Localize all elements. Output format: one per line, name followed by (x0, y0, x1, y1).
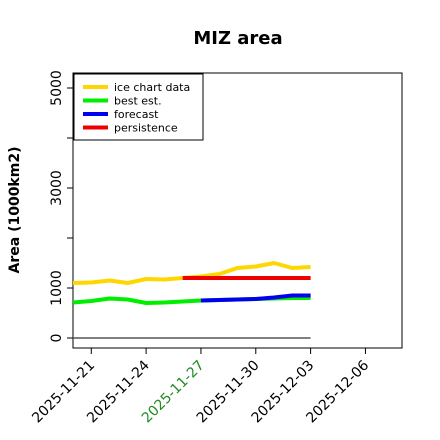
y-tick-label: 0 (49, 334, 65, 343)
legend-label: persistence (114, 122, 178, 135)
legend-label: best est. (114, 95, 162, 108)
series-lines (72, 261, 311, 339)
legend-label: forecast (114, 108, 159, 121)
y-axis: 0 1000 3000 5000 (49, 70, 73, 342)
y-tick-label: 3000 (49, 170, 65, 206)
legend-label: ice chart data (114, 81, 190, 94)
plot-frame (72, 72, 403, 349)
y-tick-label: 5000 (49, 70, 65, 106)
y-tick-label: 1000 (49, 270, 65, 306)
series-line-forecast (200, 293, 311, 303)
y-axis-label: Area (1000km2) (7, 147, 23, 274)
x-axis: 2025-11-212025-11-242025-11-272025-11-30… (29, 348, 372, 426)
chart-title: MIZ area (193, 28, 282, 49)
